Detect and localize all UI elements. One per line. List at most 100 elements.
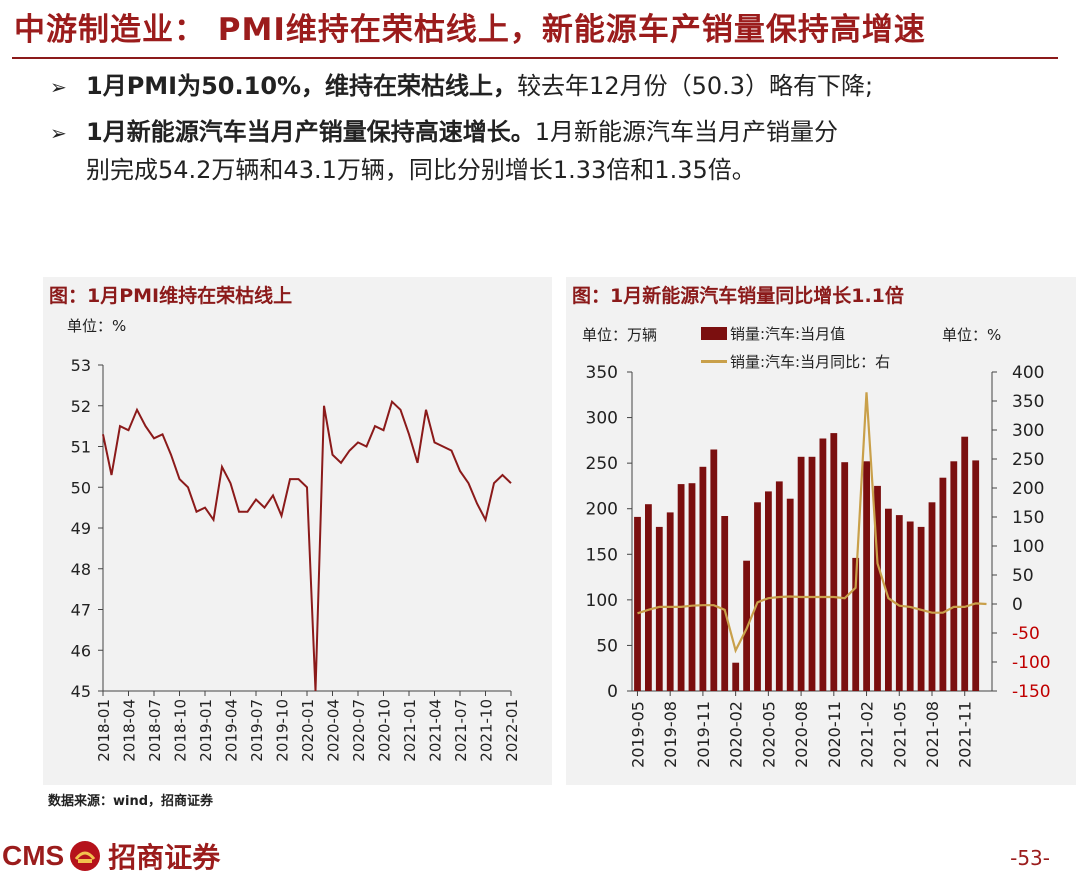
x-tick-label: 2021-02	[858, 701, 877, 768]
sales-bar	[699, 466, 707, 691]
right-y-tick-label: 250	[1012, 450, 1044, 470]
right-y-tick-label: 400	[1012, 363, 1044, 383]
x-tick-label: 2019-08	[661, 701, 680, 768]
bullet-pmi-bold: 1月PMI为50.10%，维持在荣枯线上，	[86, 72, 518, 100]
sales-bar	[885, 508, 892, 691]
sales-bar	[797, 456, 805, 691]
logo-text: CMS	[2, 840, 65, 871]
left-y-tick-label: 300	[586, 409, 618, 429]
y-tick-label: 53	[71, 356, 91, 375]
x-tick-label: 2021-11	[956, 701, 975, 768]
left-y-tick-label: 200	[586, 500, 618, 520]
sales-bar	[830, 433, 838, 691]
sales-bar	[950, 461, 958, 691]
bullet-nev-bold: 1月新能源汽车当月产销量保持高速增长。	[86, 118, 535, 146]
yoy-series-line	[637, 392, 987, 654]
bullet-nev: ➢ 1月新能源汽车当月产销量保持高速增长。1月新能源汽车当月产销量分	[50, 112, 838, 153]
page-number: -53-	[1010, 846, 1050, 870]
legend-line: 销量:汽车:当月同比：右	[701, 351, 890, 372]
y-tick-label: 51	[71, 438, 91, 457]
left-y-tick-label: 100	[586, 591, 618, 611]
x-tick-label: 2021-07	[452, 699, 470, 762]
cms-emblem-icon	[70, 841, 101, 871]
legend-bar: 销量:汽车:当月值	[701, 323, 845, 344]
right-y-tick-label: 200	[1012, 479, 1044, 499]
x-tick-label: 2019-05	[628, 701, 647, 768]
sales-bar	[754, 502, 761, 691]
bullet-pmi: ➢ 1月PMI为50.10%，维持在荣枯线上，较去年12月份（50.3）略有下降;	[50, 66, 873, 107]
left-y-tick-label: 0	[607, 682, 618, 702]
nev-right-unit-label: 单位：%	[942, 326, 1002, 344]
y-tick-label: 49	[71, 519, 91, 538]
arrow-bullet-icon: ➢	[50, 121, 67, 145]
right-y-tick-label: -50	[1012, 624, 1040, 644]
left-y-tick-label: 50	[596, 636, 618, 656]
right-y-tick-label: 50	[1012, 566, 1034, 586]
sales-bar	[765, 491, 772, 691]
legend-line-label: 销量:汽车:当月同比：右	[730, 353, 891, 371]
x-tick-label: 2018-07	[146, 699, 164, 762]
x-tick-label: 2020-04	[325, 699, 343, 762]
x-tick-label: 2020-11	[825, 701, 844, 768]
x-tick-label: 2018-01	[95, 699, 113, 762]
legend-line-swatch	[701, 360, 727, 363]
sales-bar	[732, 662, 740, 691]
x-tick-label: 2020-07	[350, 699, 368, 762]
bullet-nev-text: 1月新能源汽车当月产销量分	[534, 118, 838, 146]
pmi-chart-title: 图：1月PMI维持在荣枯线上	[49, 285, 293, 307]
sales-bar	[786, 498, 794, 691]
right-y-tick-label: 150	[1012, 508, 1044, 528]
x-tick-label: 2021-01	[401, 699, 419, 762]
x-tick-label: 2020-05	[759, 701, 778, 768]
sales-bar	[775, 481, 783, 691]
x-tick-label: 2020-01	[299, 699, 317, 762]
y-tick-label: 47	[71, 601, 91, 620]
sales-bar	[874, 485, 881, 691]
x-tick-label: 2021-08	[923, 701, 942, 768]
right-y-tick-label: -150	[1012, 682, 1051, 702]
bullet-nev-continuation: 别完成54.2万辆和43.1万辆，同比分别增长1.33倍和1.35倍。	[86, 156, 756, 184]
cms-logo: CMS 招商证券	[2, 836, 220, 876]
sales-bar	[852, 557, 860, 691]
sales-bar	[721, 516, 729, 691]
pmi-unit-label: 单位：%	[67, 317, 127, 335]
nev-bar-line-chart: 0 50 100 150 200 250 300 350 -150 -100 -50 0 50 100 15…	[586, 363, 1051, 768]
x-tick-label: 2019-07	[248, 699, 266, 762]
x-tick-label: 2018-04	[121, 699, 139, 762]
sales-bar	[666, 512, 674, 691]
sales-bar	[645, 504, 652, 691]
arrow-bullet-icon: ➢	[50, 75, 67, 99]
y-tick-label: 50	[71, 478, 91, 497]
x-tick-label: 2021-05	[890, 701, 909, 768]
slide-title: 中游制造业： PMI维持在荣枯线上，新能源车产销量保持高增速	[14, 12, 926, 48]
nev-left-unit-label: 单位：万辆	[582, 326, 658, 344]
sales-bar	[677, 484, 685, 691]
pmi-series-line	[102, 399, 512, 692]
sales-bar	[841, 462, 849, 691]
right-y-tick-label: 100	[1012, 537, 1044, 557]
left-y-tick-label: 350	[586, 363, 618, 383]
x-tick-label: 2019-11	[694, 701, 713, 768]
nev-chart-panel: 图：1月新能源汽车销量同比增长1.1倍 单位：万辆 单位：% 销量:汽车:当月值…	[566, 277, 1076, 785]
sales-bar	[688, 483, 696, 691]
x-tick-label: 2020-02	[727, 701, 746, 768]
left-y-tick-label: 150	[586, 545, 618, 565]
y-tick-label: 46	[71, 641, 91, 660]
sales-bar	[961, 436, 969, 691]
right-y-tick-label: 300	[1012, 421, 1044, 441]
sales-bar	[655, 526, 663, 691]
pmi-line-chart: 45 46 47 48 49 50 51 52 53 2018-01 2018-04 2018-07 2…	[71, 356, 521, 762]
sales-bar	[972, 460, 980, 691]
x-tick-label: 2019-10	[274, 699, 292, 762]
x-tick-label: 2019-04	[223, 699, 241, 762]
data-source: 数据来源：wind，招商证券	[48, 794, 214, 809]
right-y-tick-label: 0	[1012, 595, 1023, 615]
legend-bar-label: 销量:汽车:当月值	[730, 325, 846, 343]
right-y-tick-label: -100	[1012, 653, 1051, 673]
bullet-pmi-text: 较去年12月份（50.3）略有下降;	[517, 72, 874, 100]
x-tick-label: 2020-10	[376, 699, 394, 762]
sales-bar	[634, 516, 641, 691]
left-y-tick-label: 250	[586, 454, 618, 474]
logo-cn: 招商证券	[108, 841, 221, 874]
sales-bar	[710, 449, 718, 691]
